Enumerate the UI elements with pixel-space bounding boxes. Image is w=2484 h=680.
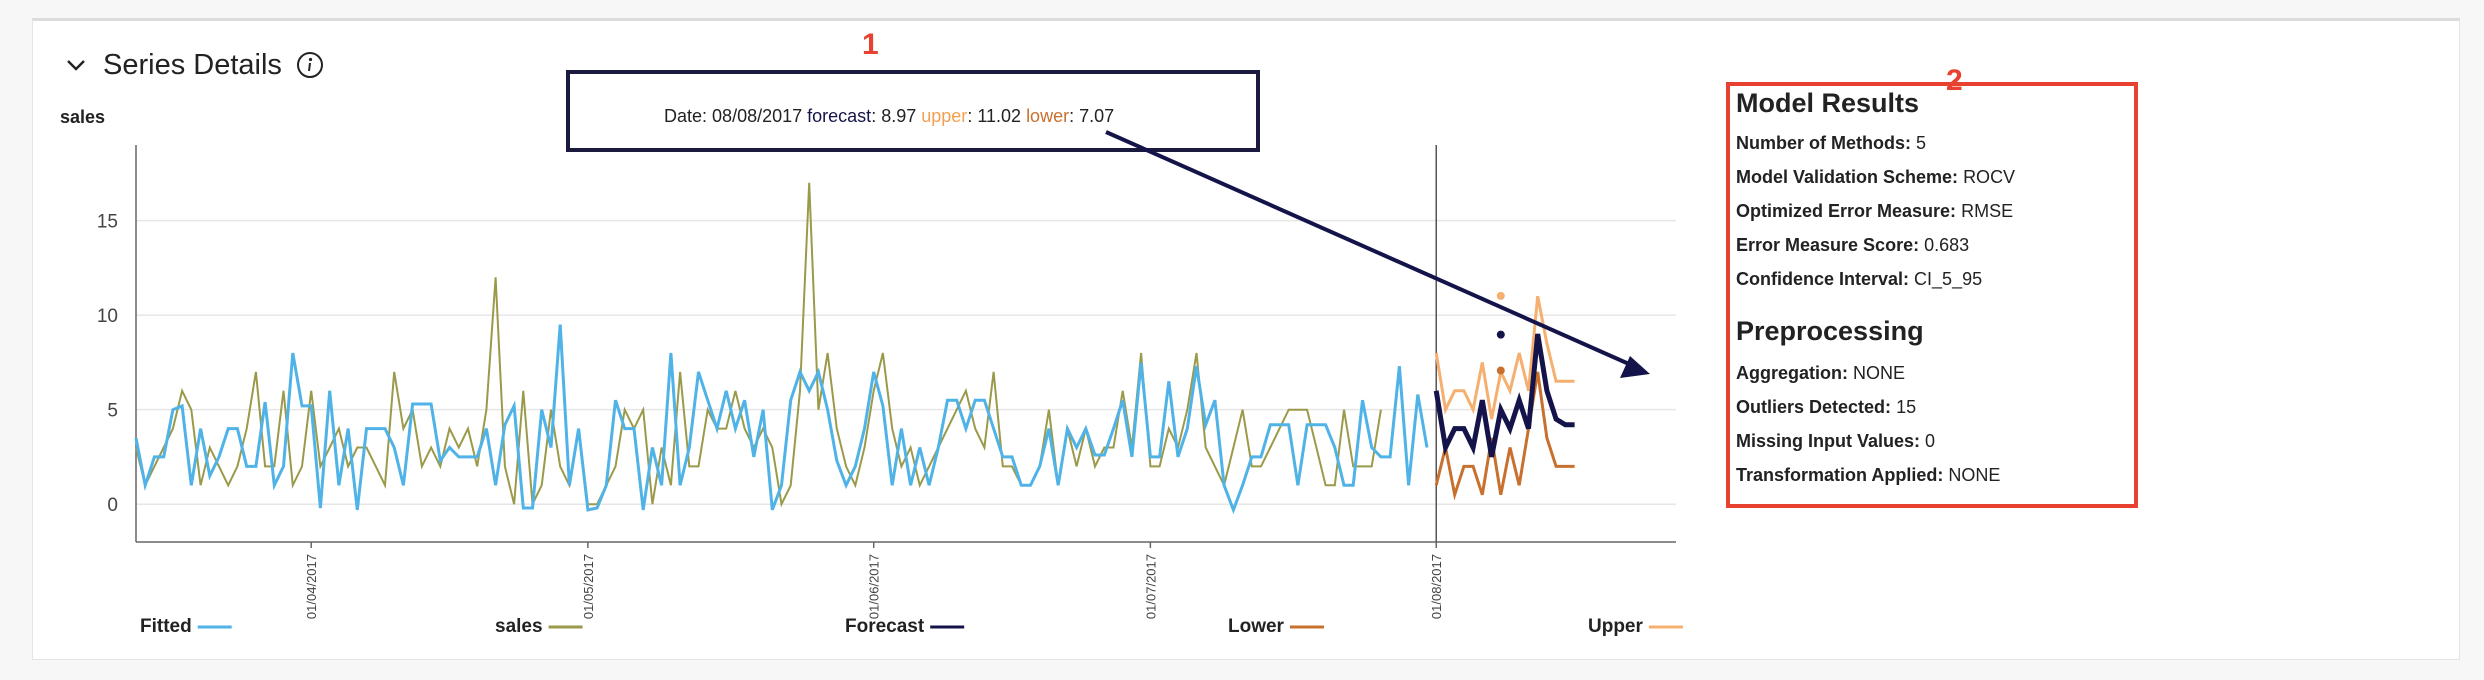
- highlight-point-upper: [1496, 291, 1505, 300]
- annotation-label-1: 1: [862, 28, 879, 61]
- y-axis-label: sales: [60, 107, 105, 127]
- series-line-sales: [135, 182, 1382, 508]
- preprocessing-row: Transformation Applied: NONE: [1736, 465, 2001, 485]
- x-tick-label: 01/07/2017: [1143, 554, 1158, 619]
- tooltip-date: 08/08/2017: [712, 106, 803, 126]
- tooltip-upper-value: 11.02: [977, 106, 1022, 126]
- x-tick-label: 01/05/2017: [581, 554, 596, 619]
- x-tick-label: 01/06/2017: [867, 554, 882, 619]
- series-line-fitted: [134, 324, 1429, 515]
- model-results-heading: Model Results: [1736, 88, 1920, 118]
- legend-label: Fitted: [140, 616, 192, 637]
- highlight-point-lower: [1496, 366, 1505, 375]
- chevron-down-icon[interactable]: [61, 50, 91, 80]
- result-row: Model Validation Scheme: ROCV: [1736, 167, 2016, 187]
- series-line-forecast: [1433, 333, 1575, 458]
- y-tick-label: 0: [107, 495, 118, 516]
- highlight-point-forecast: [1496, 330, 1505, 339]
- annotation-label-2: 2: [1946, 64, 1963, 97]
- legend-label: Upper: [1588, 616, 1644, 637]
- legend-label: Lower: [1228, 616, 1285, 637]
- series-line-lower: [1434, 371, 1575, 501]
- preprocessing-row: Missing Input Values: 0: [1736, 431, 1936, 451]
- chart-tooltip: Date: 08/08/2017 forecast: 8.97 upper: 1…: [566, 70, 1260, 152]
- result-row: Number of Methods: 5: [1736, 133, 1927, 153]
- result-row: Error Measure Score: 0.683: [1736, 235, 1970, 255]
- preprocessing-row: Outliers Detected: 15: [1736, 397, 1917, 417]
- y-tick-label: 5: [107, 401, 118, 422]
- y-tick-label: 10: [97, 306, 118, 327]
- result-row: Optimized Error Measure: RMSE: [1736, 201, 2014, 221]
- panel-header: Series Details: [61, 45, 324, 85]
- info-icon[interactable]: [296, 51, 324, 79]
- tooltip-text: Date: 08/08/2017 forecast: 8.97 upper: 1…: [664, 106, 1115, 126]
- x-tick-label: 01/08/2017: [1429, 554, 1444, 619]
- result-row: Confidence Interval: CI_5_95: [1736, 269, 1983, 289]
- tooltip-forecast-value: 8.97: [881, 106, 917, 126]
- model-results-box: Model Results Number of Methods: 5 Model…: [1726, 82, 2138, 508]
- tooltip-forecast-label: forecast: [807, 106, 872, 126]
- y-tick-label: 15: [97, 212, 118, 233]
- panel-title: Series Details: [103, 48, 282, 81]
- tooltip-upper-label: upper: [921, 106, 968, 126]
- preprocessing-heading: Preprocessing: [1736, 316, 1924, 346]
- legend-label: Forecast: [845, 616, 925, 637]
- preprocessing-row: Aggregation: NONE: [1736, 363, 1906, 383]
- x-tick-label: 01/04/2017: [304, 554, 319, 619]
- tooltip-lower-label: lower: [1026, 106, 1070, 126]
- legend-label: sales: [495, 616, 543, 637]
- tooltip-lower-value: 7.07: [1079, 106, 1115, 126]
